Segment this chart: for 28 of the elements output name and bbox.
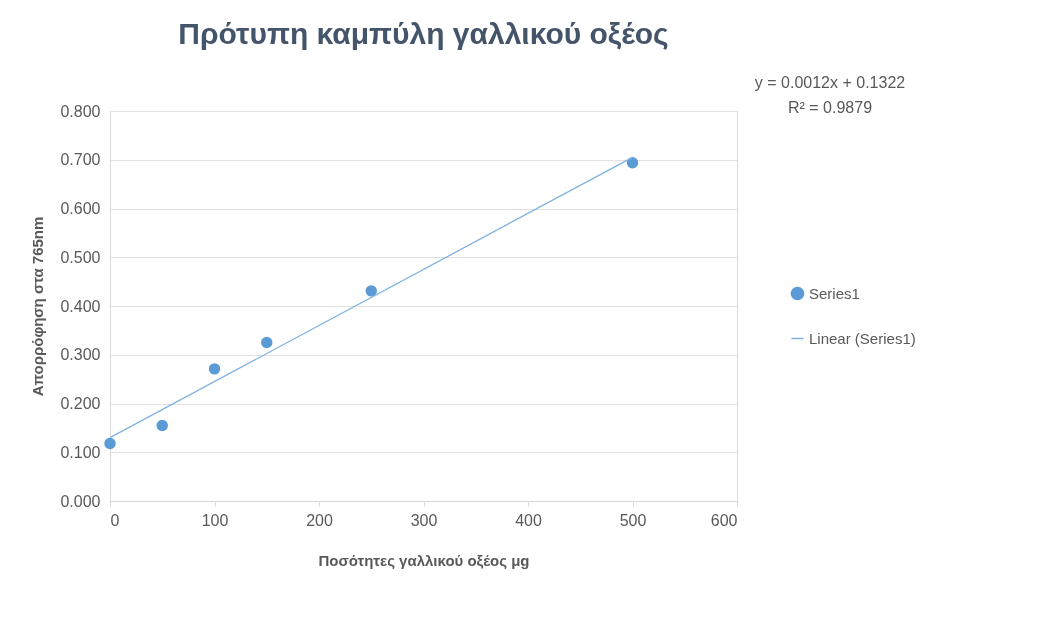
x-tick-label: 0 (110, 511, 120, 529)
text: y = 0.0012x + 0.1322 (754, 74, 906, 91)
x-tick-label: 300 (410, 511, 438, 529)
point (208, 363, 221, 375)
legend-label: Linear (Series1) (809, 329, 916, 347)
point (104, 437, 116, 450)
x-tick-label: 600 (710, 511, 738, 529)
y-tick-label: 0.000 (60, 492, 101, 510)
text: R² = 0.9879 (787, 99, 873, 116)
x-tick-label: 500 (619, 511, 647, 529)
legend-label: Series1 (809, 284, 860, 302)
y-tick-label: 0.400 (60, 297, 101, 315)
y-tick-label: 0.600 (60, 200, 101, 217)
point (156, 419, 168, 432)
y-tick-label: 0.200 (60, 395, 101, 412)
x-tick-label: 100 (201, 511, 229, 529)
point (261, 336, 273, 349)
y-tick-label: 0.300 (60, 346, 101, 364)
x-tick-label: 200 (306, 511, 333, 529)
point (365, 285, 377, 297)
chart-title: Πρότυπη καμπύλη γαλλικού οξέος (178, 17, 669, 50)
x-tick-label: 400 (515, 511, 542, 529)
y-tick-label: 0.100 (60, 443, 101, 461)
y-tick-label: 0.500 (60, 248, 101, 266)
y-tick-label: 0.700 (60, 151, 101, 169)
y-tick-label: 0.800 (60, 102, 101, 120)
y-axis-title: Απορρόφηση στα 765nm (29, 216, 47, 397)
x-axis-title: Ποσότητες γαλλικού οξέος μg (318, 551, 530, 569)
